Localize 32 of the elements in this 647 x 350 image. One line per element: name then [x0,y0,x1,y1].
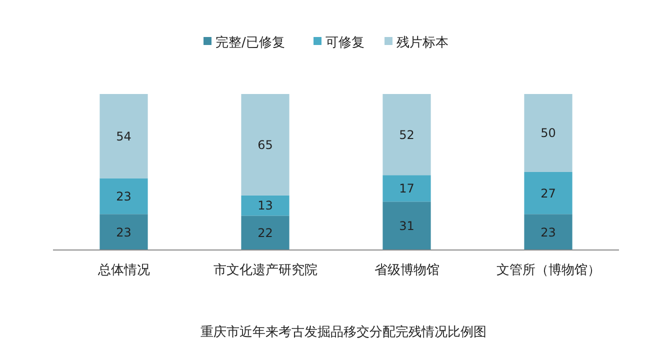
legend-label: 完整/已修复 [216,34,285,51]
data-label: 27 [540,186,556,200]
data-label: 50 [540,126,556,140]
data-label: 54 [116,129,132,144]
bar [524,214,572,250]
x-tick-label: 市文化遗产研究院 [213,263,318,278]
bar [241,195,290,216]
x-tick-label: 总体情况 [96,263,150,278]
data-label: 23 [116,225,132,240]
data-label: 13 [258,198,273,213]
bar [100,94,148,178]
bar [524,172,572,214]
bar [241,216,290,250]
bar [100,178,148,214]
bar [241,94,290,196]
data-label: 23 [540,225,556,240]
x-tick-label: 文管所（博物馆） [496,263,600,278]
x-tick-label: 省级博物馆 [374,263,440,278]
bar [100,214,148,250]
data-label: 23 [116,189,132,204]
data-label: 22 [258,226,273,240]
text: 重庆市近年来考古发掘品移交分配完残情况比例图 [200,324,486,340]
legend-label: 残片标本 [396,36,448,51]
data-label: 52 [399,128,414,142]
legend-label: 可修复 [326,36,364,51]
data-label: 65 [258,138,273,152]
bar [382,175,431,202]
data-label: 31 [399,219,414,234]
bar [382,94,431,176]
data-label: 17 [399,182,414,196]
bar [524,94,572,172]
bar [382,202,431,250]
